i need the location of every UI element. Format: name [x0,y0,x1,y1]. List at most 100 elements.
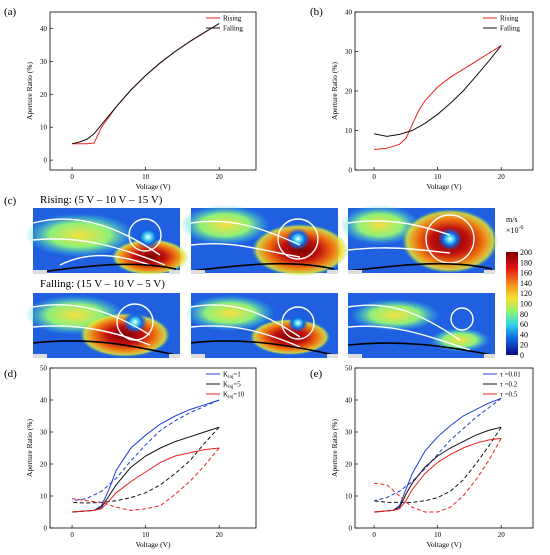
x-tick-label: 20 [498,173,506,181]
y-tick-label: 0 [349,525,353,533]
sim-falling-15v [25,293,180,358]
series-line [374,437,502,513]
x-axis-label: Voltage (V) [135,540,171,549]
series-line [373,45,502,137]
sim-rising-10v [180,205,348,276]
chart-d: 0 10 20 0 10 20 30 40 50 Voltage (V) Aperture Rati… [25,365,257,549]
legend-label: Rising [500,15,519,23]
series-line [374,397,502,513]
chart-a: 0 10 20 0 10 20 30 40 Voltage (V) Aperture Ratio … [25,11,257,191]
colorbar-tick-label: 160 [520,269,532,278]
legend-label: Kinj=1 [223,371,241,381]
y-axis-label: Aperture Ratio (%) [330,62,339,120]
legend-label: τ =0.2 [500,381,518,389]
plot-frame [354,11,534,171]
y-tick-label: 40 [40,25,48,33]
series-line [72,399,220,513]
colorbar-tick-label: 80 [520,310,528,319]
y-axis-label: Aperture Ratio (%) [330,419,339,477]
y-tick-label: 30 [345,429,353,437]
chart-e: 0 10 20 0 10 20 30 40 50 Voltage (V) Aperture Rati… [330,365,534,549]
x-tick-label: 20 [216,173,224,181]
x-tick-label: 0 [372,531,376,539]
panel-label-d: (d) [4,368,17,380]
x-tick-label: 0 [372,173,376,181]
legend-label: Kinj=5 [223,381,241,391]
y-axis-label: Aperture Ratio (%) [25,62,34,120]
plot-frame [49,367,257,529]
panel-label-e: (e) [310,368,323,380]
y-tick-label: 50 [40,365,48,373]
series-line [72,447,220,511]
x-tick-label: 20 [216,531,224,539]
y-tick-label: 10 [40,124,48,132]
series-line [373,398,502,502]
chart-b: 0 10 20 0 10 20 30 40 Voltage (V) Aperture Ratio … [330,9,534,191]
colorbar-scale: ×10-6 [506,225,524,235]
colorbar-tick-label: 100 [520,300,532,309]
y-tick-label: 10 [345,127,353,135]
series-line [374,45,502,150]
series-line [374,438,502,513]
plot-frame [354,367,534,529]
x-axis-label: Voltage (V) [426,540,462,549]
sim-rising-5v [25,208,188,275]
colorbar-tick-label: 0 [520,351,524,360]
y-tick-label: 10 [345,493,353,501]
y-tick-label: 0 [349,167,353,175]
y-tick-label: 10 [40,493,48,501]
panel-label-c: (c) [4,195,17,207]
colorbar-tick-label: 40 [520,330,528,339]
y-tick-label: 30 [345,48,353,56]
y-tick-label: 20 [40,91,48,99]
colorbar-tick-label: 20 [520,341,528,350]
y-tick-label: 30 [40,58,48,66]
y-tick-label: 40 [345,9,353,17]
series-line [374,426,502,503]
x-axis-label: Voltage (V) [426,182,462,191]
rising-row-title: Rising: (5 V – 10 V – 15 V) [40,194,163,206]
x-tick-label: 10 [142,531,150,539]
legend-label: Rising [223,15,242,23]
colorbar-tick-label: 180 [520,258,532,267]
sim-falling-10v [185,293,338,358]
falling-row-title: Falling: (15 V – 10 V – 5 V) [40,278,165,290]
colorbar [506,252,518,355]
x-tick-label: 0 [70,531,74,539]
colorbar-tick-label: 60 [520,320,528,329]
legend-label: Kinj=10 [223,391,245,401]
colorbar-tick-label: 120 [520,289,532,298]
series-line [71,23,220,145]
colorbar-tick-label: 200 [520,248,532,257]
y-tick-label: 20 [40,461,48,469]
series-line [72,426,220,504]
y-tick-label: 50 [345,365,353,373]
y-tick-label: 20 [345,461,353,469]
y-tick-label: 0 [44,157,48,165]
x-tick-label: 10 [142,173,150,181]
y-axis-label: Aperture Ratio (%) [25,419,34,477]
x-axis-label: Voltage (V) [135,182,171,191]
series-line [374,426,502,513]
y-tick-label: 20 [345,88,353,96]
x-tick-label: 10 [434,173,442,181]
x-tick-label: 0 [70,173,74,181]
sim-rising-15v [340,205,498,274]
series-line [72,399,220,502]
y-tick-label: 40 [345,397,353,405]
colorbar-tick-label: 140 [520,279,532,288]
plot-frame [49,11,257,171]
x-tick-label: 20 [498,531,506,539]
colorbar-unit: m/s [506,215,518,224]
legend-label: Falling [500,25,520,33]
sim-falling-5v [347,293,495,358]
series-line [72,23,220,145]
panel-label-a: (a) [4,6,17,18]
legend-label: Falling [223,25,243,33]
x-tick-label: 10 [434,531,442,539]
panel-label-b: (b) [310,6,323,18]
y-tick-label: 0 [44,525,48,533]
y-tick-label: 40 [40,397,48,405]
